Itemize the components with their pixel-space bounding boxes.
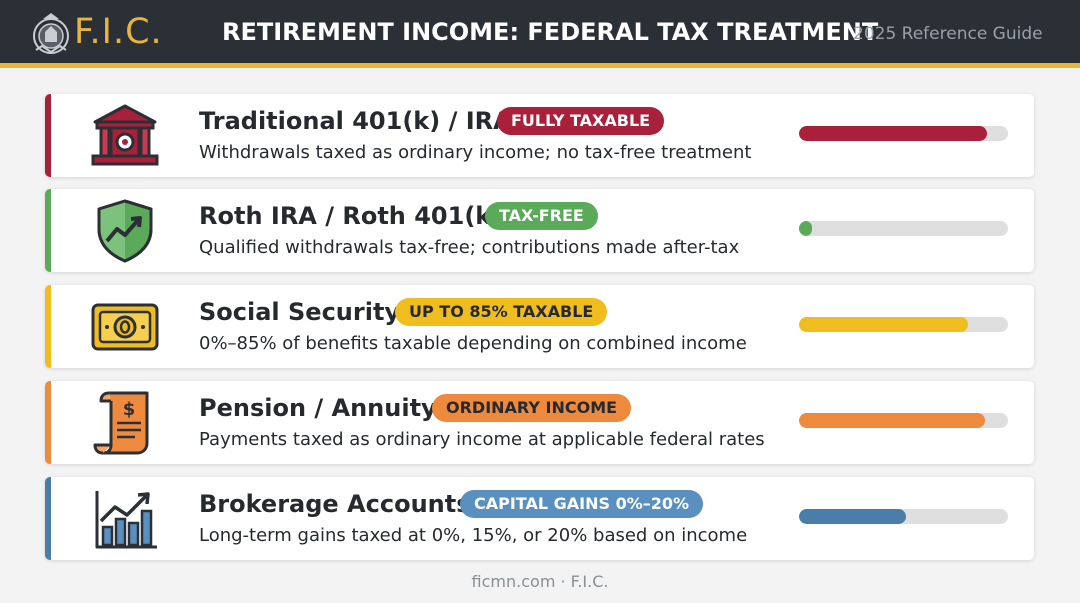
tax-level-track bbox=[799, 221, 1008, 236]
account-card-brokerage: Brokerage Accounts CAPITAL GAINS 0%–20% … bbox=[45, 477, 1034, 560]
tax-level-fill bbox=[799, 221, 812, 236]
account-name: Social Security bbox=[199, 298, 401, 326]
tax-level-track bbox=[799, 413, 1008, 428]
tax-level-fill bbox=[799, 509, 906, 524]
tax-level-fill bbox=[799, 413, 985, 428]
tax-status-badge: FULLY TAXABLE bbox=[497, 107, 665, 135]
account-description: Long-term gains taxed at 0%, 15%, or 20%… bbox=[199, 525, 748, 546]
page-subtitle: 2025 Reference Guide bbox=[853, 24, 1043, 44]
header-bar: F.I.C. RETIREMENT INCOME: FEDERAL TAX TR… bbox=[0, 0, 1080, 68]
card-accent-bar bbox=[45, 189, 51, 272]
account-card-roth: Roth IRA / Roth 401(k) TAX-FREE Qualifie… bbox=[45, 189, 1034, 272]
card-accent-bar bbox=[45, 381, 51, 464]
account-name: Pension / Annuity bbox=[199, 394, 437, 422]
tax-level-track bbox=[799, 317, 1008, 332]
tax-status-badge: TAX-FREE bbox=[485, 202, 598, 230]
card-accent-bar bbox=[45, 94, 51, 177]
account-name: Brokerage Accounts bbox=[199, 490, 471, 518]
tax-status-badge: UP TO 85% TAXABLE bbox=[395, 298, 608, 326]
seal-logo-icon bbox=[33, 13, 69, 54]
account-description: 0%–85% of benefits taxable depending on … bbox=[199, 333, 747, 354]
banknote-icon bbox=[91, 303, 159, 351]
account-description: Withdrawals taxed as ordinary income; no… bbox=[199, 142, 752, 163]
account-name: Roth IRA / Roth 401(k) bbox=[199, 202, 503, 230]
tax-level-track bbox=[799, 509, 1008, 524]
bank-building-icon bbox=[91, 104, 159, 166]
tax-status-badge: CAPITAL GAINS 0%–20% bbox=[460, 490, 704, 518]
account-card-pension: $ Pension / Annuity ORDINARY INCOME Paym… bbox=[45, 381, 1034, 464]
document-scroll-icon: $ bbox=[93, 391, 149, 455]
bar-chart-growth-icon bbox=[95, 491, 157, 549]
svg-text:$: $ bbox=[123, 399, 136, 420]
account-description: Qualified withdrawals tax-free; contribu… bbox=[199, 237, 740, 258]
card-accent-bar bbox=[45, 477, 51, 560]
brand-name: F.I.C. bbox=[74, 12, 163, 52]
tax-level-fill bbox=[799, 317, 969, 332]
tax-level-fill bbox=[799, 126, 988, 141]
tax-level-track bbox=[799, 126, 1008, 141]
page-title: RETIREMENT INCOME: FEDERAL TAX TREATMENT bbox=[222, 18, 879, 46]
account-name: Traditional 401(k) / IRA bbox=[199, 107, 512, 135]
tax-status-badge: ORDINARY INCOME bbox=[432, 394, 632, 422]
account-description: Payments taxed as ordinary income at app… bbox=[199, 429, 765, 450]
shield-growth-icon bbox=[97, 199, 153, 263]
account-card-traditional: Traditional 401(k) / IRA FULLY TAXABLE W… bbox=[45, 94, 1034, 177]
account-card-social-security: Social Security UP TO 85% TAXABLE 0%–85%… bbox=[45, 285, 1034, 368]
card-accent-bar bbox=[45, 285, 51, 368]
footer-text: ficmn.com · F.I.C. bbox=[471, 572, 609, 591]
